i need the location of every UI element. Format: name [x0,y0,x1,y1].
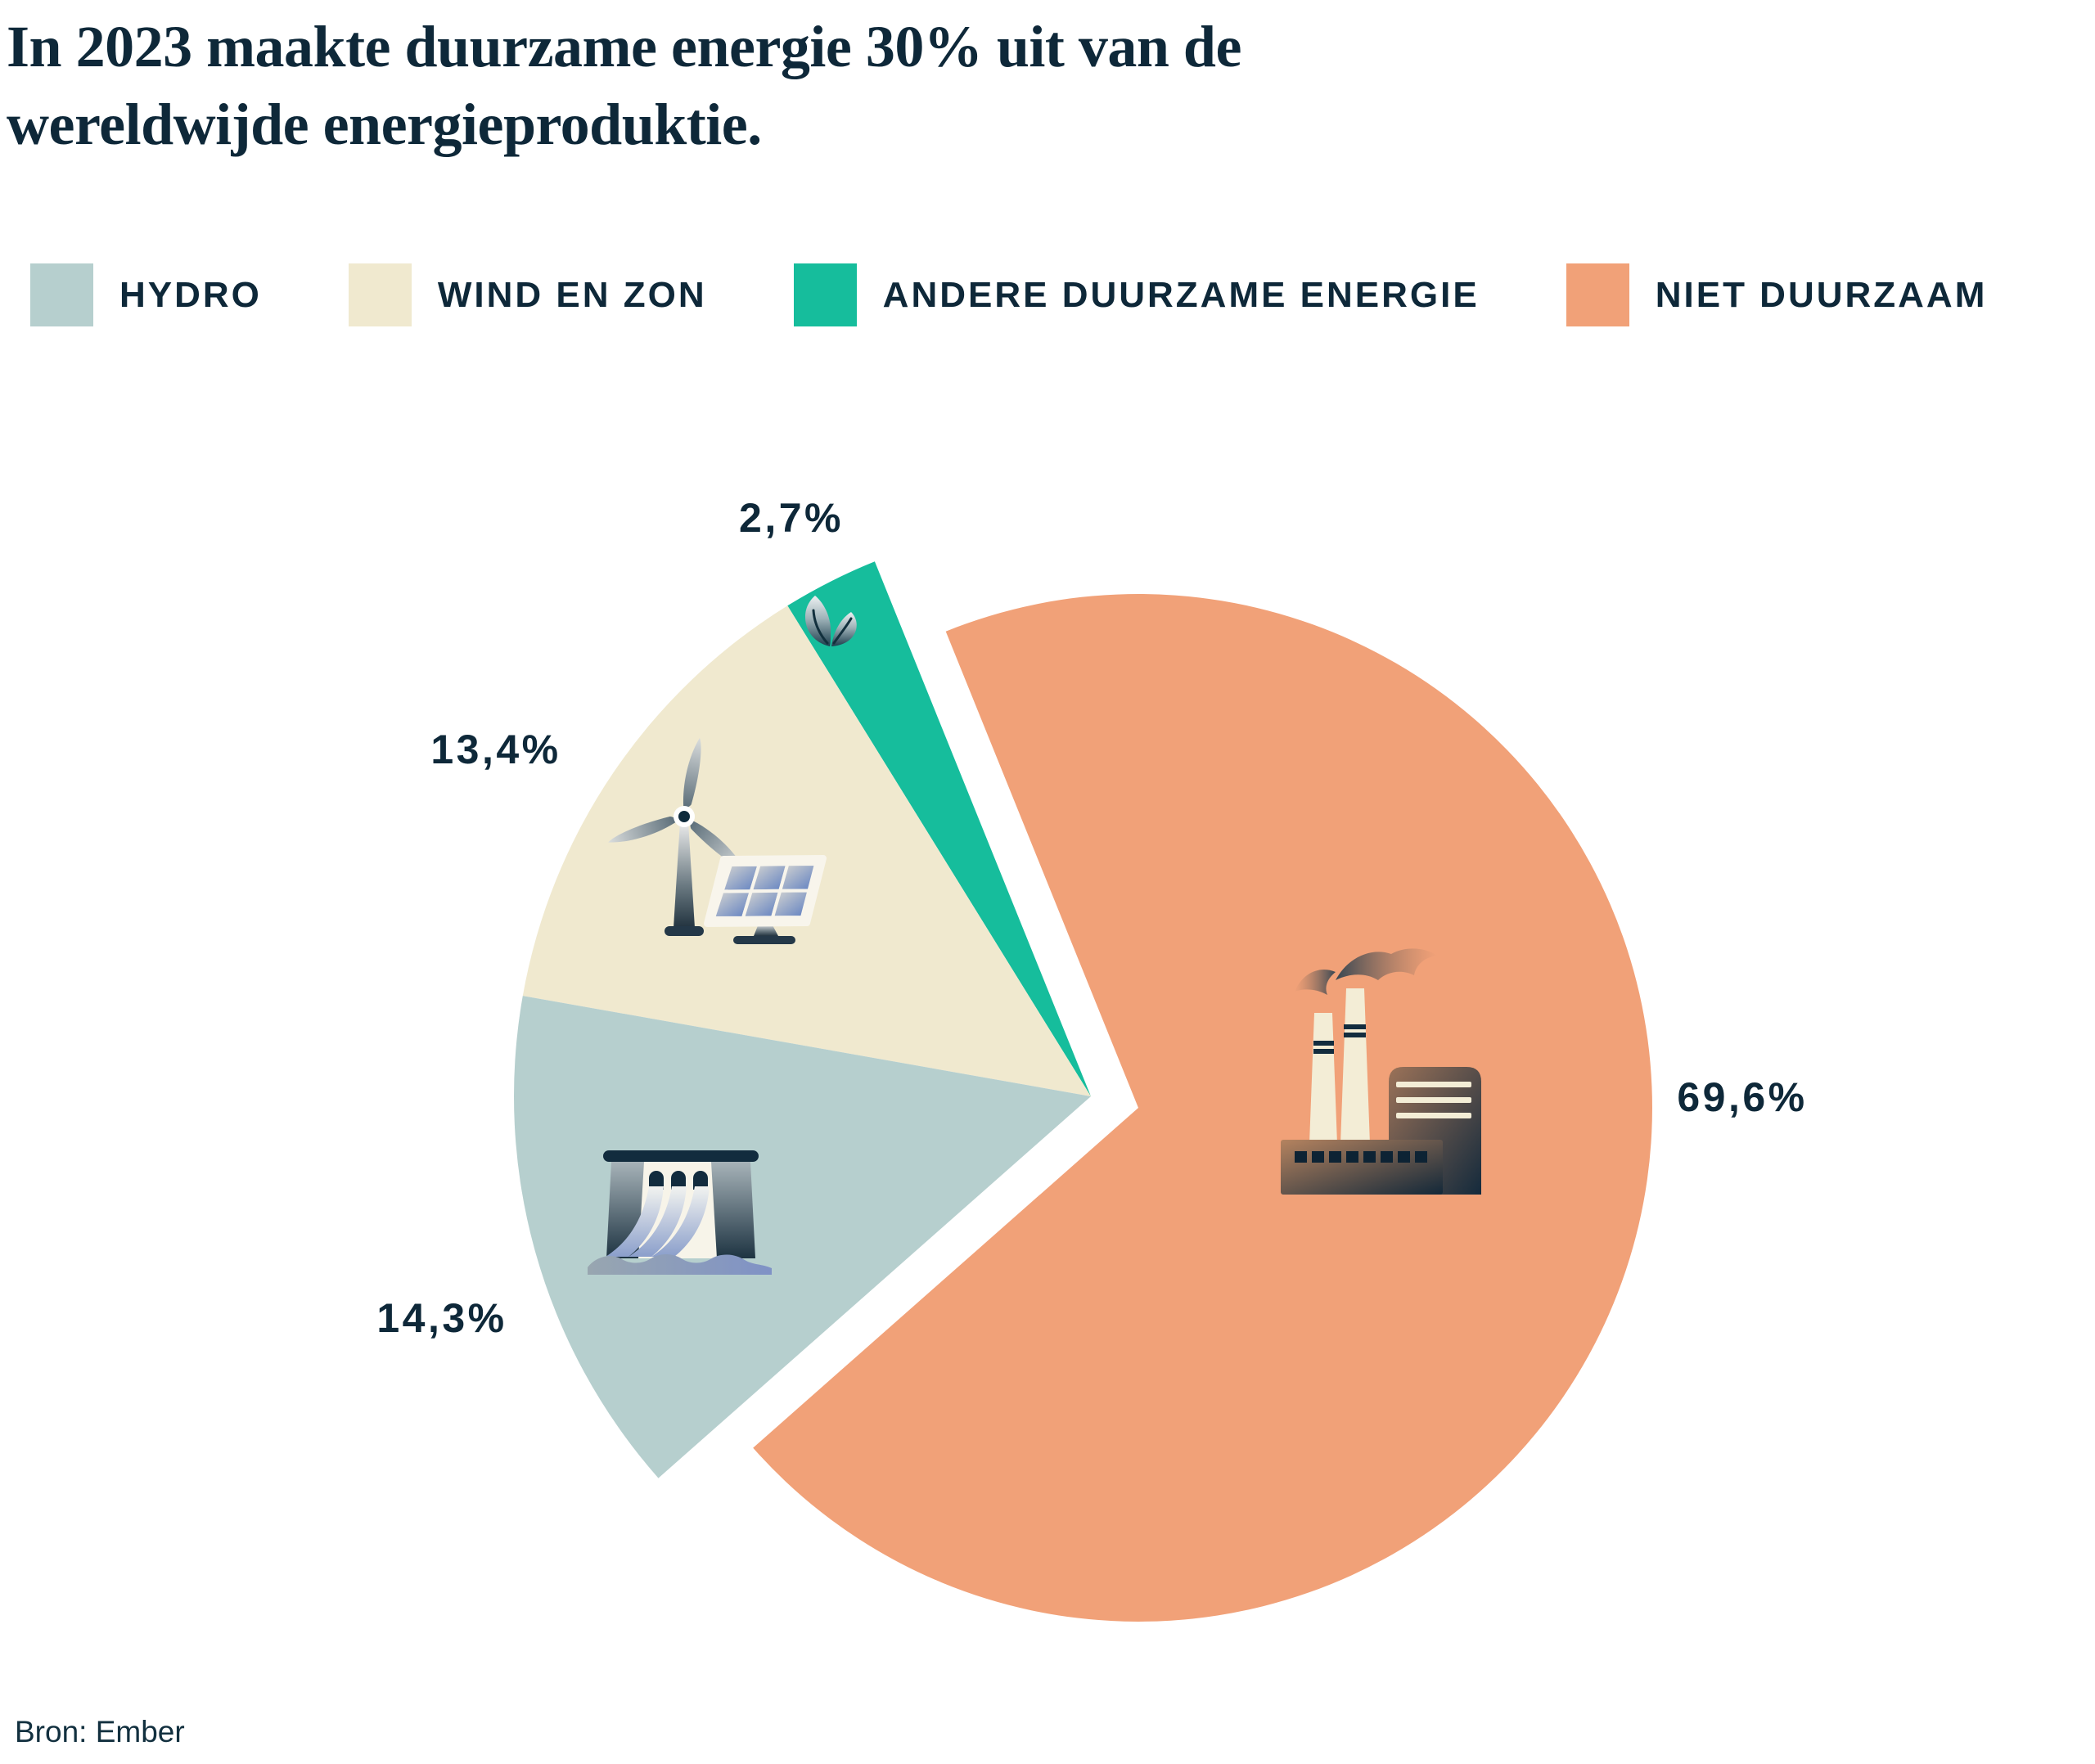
legend-swatch [348,263,412,326]
legend-item-2: ANDERE DUURZAME ENERGIE [793,263,1480,326]
title-line-1: In 2023 maakte duurzame energie 30% uit … [7,14,1241,79]
pie-slice-niet-duurzaam [753,593,1652,1622]
legend-swatch [30,263,93,326]
legend-label: ANDERE DUURZAME ENERGIE [882,274,1480,315]
pie-slices [514,561,1652,1622]
legend-label: WIND EN ZON [437,274,707,315]
page-title: In 2023 maakte duurzame energie 30% uit … [7,8,1241,164]
leaf-icon [805,596,857,646]
legend: HYDRO WIND EN ZON ANDERE DUURZAME ENERGIE N… [30,263,1987,326]
legend-label: NIET DUURZAAM [1655,274,1988,315]
pie-slice-hydro [514,996,1091,1478]
hydro-dam-icon [588,1150,772,1275]
legend-swatch [793,263,857,326]
legend-swatch [1566,263,1629,326]
slice-label-non-renewable: 69,6% [1677,1074,1808,1120]
legend-item-0: HYDRO [30,263,262,326]
solar-panel-icon [704,855,827,944]
pie-slice-andere-duurzame-energie [787,561,1091,1096]
slice-label-wind-sun: 13,4% [430,727,561,772]
slice-label-other-renewables: 2,7% [739,495,844,541]
legend-item-1: WIND EN ZON [348,263,707,326]
pie-slice-wind-en-zon [522,605,1091,1096]
source-credit: Bron: Ember [15,1715,185,1748]
legend-item-3: NIET DUURZAAM [1566,263,1988,326]
title-line-2: wereldwijde energieproduktie. [7,92,762,157]
slice-label-hydro: 14,3% [376,1295,507,1341]
factory-icon [1281,948,1481,1195]
legend-label: HYDRO [119,274,262,315]
